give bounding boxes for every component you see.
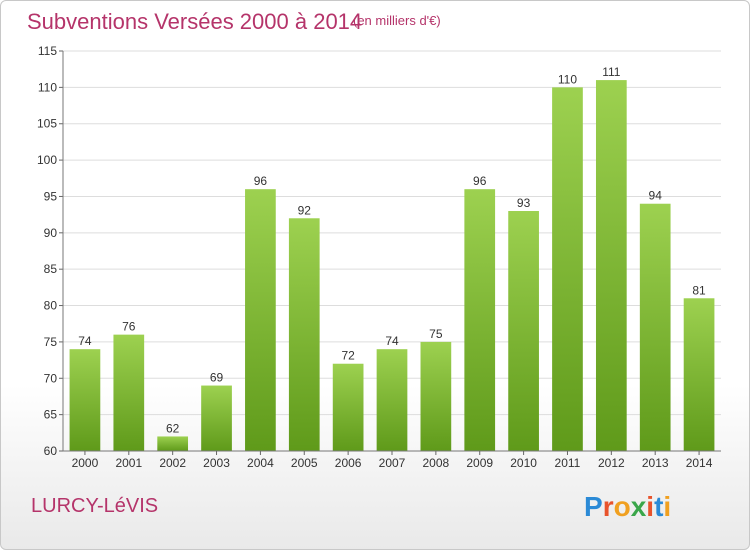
x-tick-label: 2012 <box>598 456 625 470</box>
x-tick-label: 2010 <box>510 456 537 470</box>
bars: 74 76 62 69 96 92 72 74 75 96 93 110 111 94 81 <box>69 65 715 451</box>
x-tick-label: 2014 <box>686 456 713 470</box>
bar <box>639 203 671 451</box>
bar <box>376 349 408 451</box>
y-tick-label: 115 <box>38 44 57 58</box>
bar-value-label: 69 <box>210 371 224 385</box>
y-tick-label: 75 <box>44 335 58 349</box>
bar-value-label: 93 <box>517 196 531 210</box>
bar <box>157 436 189 451</box>
chart-unit: (en milliers d'€) <box>353 13 441 28</box>
svg-text:Proxiti: Proxiti <box>584 491 671 522</box>
x-tick-label: 2005 <box>291 456 318 470</box>
bar-value-label: 81 <box>692 283 706 297</box>
bar <box>245 189 276 451</box>
y-tick-label: 95 <box>44 189 58 203</box>
y-tick-label: 100 <box>37 153 57 167</box>
y-tick-label: 105 <box>37 117 57 131</box>
x-tick-label: 2004 <box>247 456 274 470</box>
bar <box>113 334 145 451</box>
bar <box>508 211 539 451</box>
x-tick-label: 2003 <box>203 456 230 470</box>
bar-value-label: 74 <box>78 334 92 348</box>
y-tick-label: 110 <box>38 80 57 94</box>
y-tick-label: 85 <box>44 262 58 276</box>
bar <box>288 218 320 451</box>
y-tick-label: 80 <box>44 299 58 313</box>
bar <box>332 363 364 451</box>
commune-name: LURCY-LéVIS <box>31 495 159 517</box>
bar-value-label: 72 <box>341 349 355 363</box>
bar-value-label: 111 <box>602 65 621 79</box>
x-tick-label: 2002 <box>159 456 186 470</box>
bar-value-label: 76 <box>122 320 136 334</box>
bar-value-label: 96 <box>254 174 268 188</box>
bar-value-label: 74 <box>385 334 399 348</box>
bar <box>552 87 583 451</box>
bar-value-label: 62 <box>166 421 180 435</box>
axes: 60 65 70 75 80 85 90 95 100 105 110 115 2000 2001 2002… <box>37 44 721 470</box>
y-tick-label: 60 <box>44 444 58 458</box>
chart-title: Subventions Versées 2000 à 2014 <box>27 9 363 34</box>
y-tick-label: 90 <box>44 226 58 240</box>
x-tick-label: 2000 <box>72 456 99 470</box>
bar-value-label: 96 <box>473 174 487 188</box>
x-tick-label: 2011 <box>555 456 581 470</box>
x-tick-label: 2007 <box>379 456 406 470</box>
bar <box>464 189 496 451</box>
proxiti-logo: Proxiti <box>584 491 671 522</box>
bar <box>201 385 232 451</box>
x-tick-label: 2009 <box>466 456 493 470</box>
bar-value-label: 110 <box>558 72 577 86</box>
bar <box>69 349 101 451</box>
bar-value-label: 94 <box>649 189 663 203</box>
bar-value-label: 75 <box>429 327 443 341</box>
bar <box>420 341 452 451</box>
x-tick-label: 2006 <box>335 456 362 470</box>
bar <box>595 80 627 451</box>
y-tick-label: 70 <box>44 371 58 385</box>
y-tick-label: 65 <box>44 408 58 422</box>
x-tick-label: 2013 <box>642 456 669 470</box>
bar-value-label: 92 <box>298 203 312 217</box>
bar <box>683 298 715 451</box>
x-tick-label: 2001 <box>115 456 142 470</box>
x-tick-label: 2008 <box>423 456 450 470</box>
